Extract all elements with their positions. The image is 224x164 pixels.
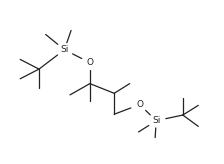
Text: O: O xyxy=(86,58,93,67)
Text: Si: Si xyxy=(152,116,160,125)
Text: Si: Si xyxy=(60,45,69,54)
Text: O: O xyxy=(136,100,143,109)
